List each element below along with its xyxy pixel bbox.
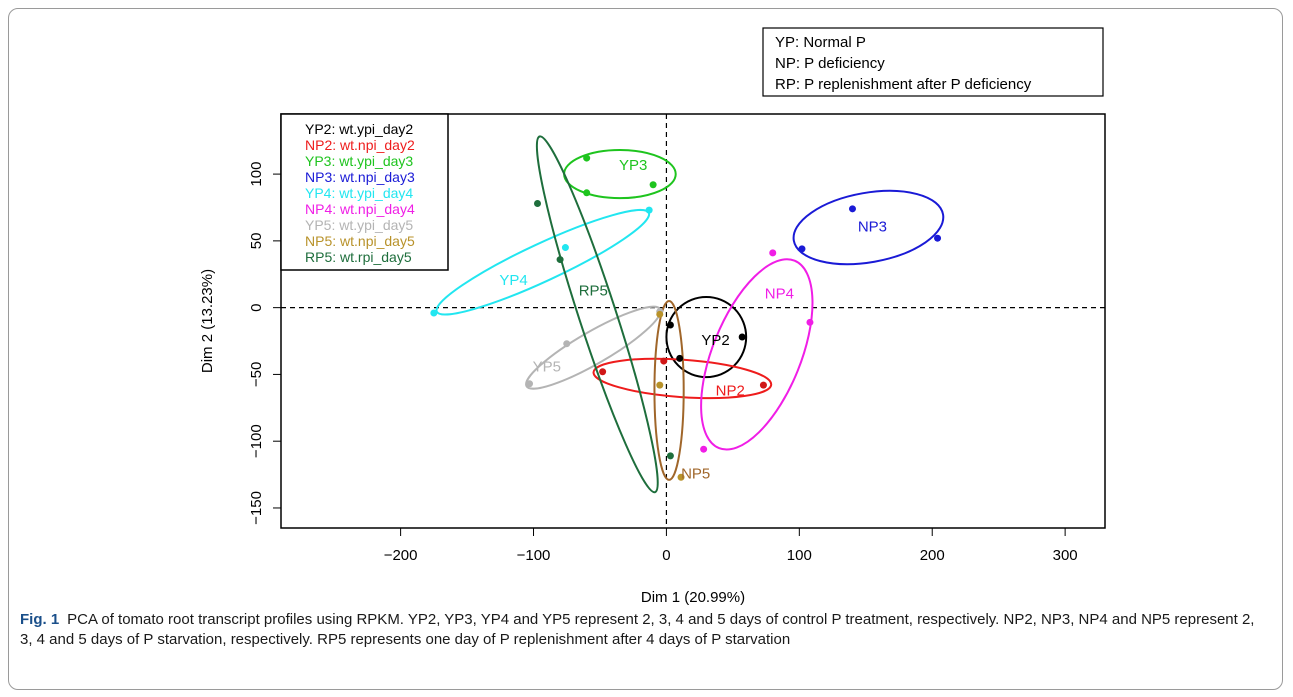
group-label-np3: NP3	[858, 218, 887, 235]
point-np3	[848, 205, 856, 213]
y-tick-label: 0	[248, 303, 265, 311]
figure-frame	[8, 8, 1283, 690]
point-np5	[656, 310, 664, 318]
point-np2	[599, 368, 607, 376]
point-yp2	[676, 354, 684, 362]
x-tick-label: 200	[920, 547, 945, 564]
group-label-yp4: YP4	[499, 272, 527, 289]
y-tick-label: −100	[248, 424, 265, 458]
key-entry: YP: Normal P	[775, 34, 866, 51]
legend-box	[280, 113, 449, 271]
x-tick-label: −200	[384, 547, 418, 564]
figure-caption: Fig. 1 PCA of tomato root transcript prof…	[20, 610, 1270, 650]
x-tick-label: 0	[662, 547, 670, 564]
caption-label: Fig. 1	[20, 611, 60, 628]
group-label-yp3: YP3	[619, 157, 647, 174]
pca-plot: −200 −100 0 100 200 300 −150 −100 −50 0 50 100 Dim 1…	[199, 27, 1106, 606]
legend-entry: YP2: wt.ypi_day2	[305, 121, 413, 137]
x-tick-label: 300	[1053, 547, 1078, 564]
point-np5	[677, 473, 685, 481]
key-entry: NP: P deficiency	[775, 55, 885, 72]
point-yp4	[430, 309, 438, 317]
legend-entry: RP5: wt.rpi_day5	[305, 249, 412, 265]
y-tick-label: 100	[248, 162, 265, 187]
legend-entry: NP5: wt.npi_day5	[305, 233, 415, 249]
ellipse-np3	[792, 189, 945, 266]
point-np5	[656, 381, 664, 389]
point-yp3	[583, 154, 591, 162]
ellipse-rp5	[535, 135, 659, 494]
group-label-rp5: RP5	[579, 283, 608, 300]
x-tick-label: 100	[787, 547, 812, 564]
point-np2	[759, 381, 767, 389]
point-np2	[660, 357, 668, 365]
y-tick-label: 50	[248, 233, 265, 250]
plot-area-border	[280, 113, 1106, 529]
ellipse-yp4	[435, 208, 651, 316]
point-yp4	[645, 206, 653, 214]
point-np4	[769, 249, 777, 257]
point-yp2	[666, 321, 674, 329]
x-tick-label: −100	[517, 547, 551, 564]
point-yp3	[649, 181, 657, 189]
group-label-np5: NP5	[681, 466, 710, 483]
group-label-yp2: YP2	[701, 332, 729, 349]
x-axis-title: Dim 1 (20.99%)	[641, 589, 745, 606]
point-np3	[934, 234, 942, 242]
legend-entry: YP5: wt.ypi_day5	[305, 217, 413, 233]
key-box	[762, 27, 1104, 97]
point-yp4	[561, 244, 569, 252]
legend-entry: NP3: wt.npi_day3	[305, 169, 415, 185]
group-label-np4: NP4	[765, 285, 794, 302]
ellipse-np4	[700, 258, 814, 451]
legend-entry: NP4: wt.npi_day4	[305, 201, 415, 217]
point-yp5	[563, 340, 571, 348]
point-yp2	[738, 333, 746, 341]
point-rp5	[534, 199, 542, 207]
ellipse-np5	[653, 299, 685, 481]
point-np4	[700, 445, 708, 453]
y-axis-title: Dim 2 (13.23%)	[199, 269, 216, 373]
legend-entry: NP2: wt.npi_day2	[305, 137, 415, 153]
point-yp5	[526, 380, 534, 388]
caption-text: PCA of tomato root transcript profiles u…	[20, 611, 1255, 648]
point-np4	[806, 318, 814, 326]
key-entry: RP: P replenishment after P deficiency	[775, 76, 1032, 93]
group-label-np2: NP2	[716, 383, 745, 400]
point-np3	[798, 245, 806, 253]
point-rp5	[666, 452, 674, 460]
point-rp5	[556, 256, 564, 264]
ellipse-yp5	[525, 305, 662, 390]
ellipse-yp2	[665, 295, 748, 379]
y-tick-label: −50	[248, 362, 265, 387]
group-label-yp5: YP5	[533, 359, 561, 376]
point-yp3	[583, 189, 591, 197]
y-tick-label: −150	[248, 491, 265, 525]
legend-entry: YP4: wt.ypi_day4	[305, 185, 413, 201]
legend-entry: YP3: wt.ypi_day3	[305, 153, 413, 169]
